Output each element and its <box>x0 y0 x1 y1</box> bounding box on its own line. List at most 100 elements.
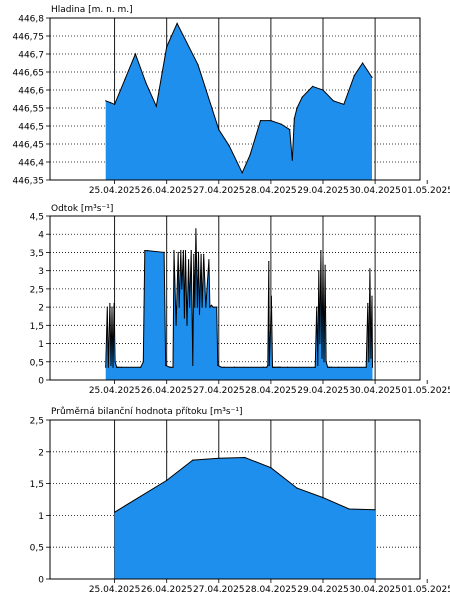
series-line <box>105 228 373 368</box>
data-point <box>314 366 316 368</box>
data-point <box>367 302 369 305</box>
data-point <box>208 259 210 261</box>
y-tick-label: 1,5 <box>30 480 44 490</box>
data-point <box>268 364 270 366</box>
data-point <box>200 253 202 255</box>
data-point <box>118 366 120 368</box>
y-tick-label: 446,65 <box>13 69 45 79</box>
data-point <box>117 366 119 368</box>
plot-frame <box>49 215 421 381</box>
y-tick-label: 446,6 <box>18 87 44 97</box>
chart-panel-3: 0 0,5 1 1,5 2 2,5 25.04.2025 26.04.2025 27.04.20… <box>30 406 450 595</box>
data-point <box>291 159 293 161</box>
data-point <box>330 366 332 368</box>
plot-frame <box>49 419 421 580</box>
y-tick-label: 446,7 <box>18 51 44 61</box>
data-point <box>192 364 194 366</box>
data-point <box>192 459 194 461</box>
data-point <box>217 364 219 366</box>
data-point <box>318 270 320 272</box>
series-area <box>105 228 373 380</box>
x-tick-label: 25.04.2025 <box>89 186 141 196</box>
chart-title: Průměrná bilanční hodnota přítoku [m³s⁻¹… <box>51 406 242 417</box>
data-point <box>316 306 318 308</box>
y-tick-label: 0,5 <box>30 358 44 368</box>
data-point <box>198 313 201 315</box>
data-point <box>110 364 112 366</box>
data-point <box>371 295 373 297</box>
y-tick-label: 2 <box>38 304 44 314</box>
x-tick-label: 28.04.2025 <box>245 186 297 196</box>
data-point <box>116 366 118 368</box>
data-point <box>328 366 330 368</box>
y-tick-label: 446,55 <box>13 105 45 115</box>
y-tick-label: 3 <box>38 267 44 277</box>
y-tick-label: 446,5 <box>18 123 44 133</box>
data-point <box>275 366 277 368</box>
data-point <box>323 361 325 363</box>
y-tick-label: 4,5 <box>30 213 44 223</box>
data-point <box>105 366 107 368</box>
data-point <box>370 357 372 359</box>
y-tick-label: 2 <box>38 448 44 458</box>
data-point <box>163 251 165 253</box>
data-point <box>280 123 282 125</box>
y-tick-label: 2,5 <box>30 417 44 427</box>
series-line <box>114 456 376 513</box>
data-point <box>124 78 126 80</box>
x-tick-label: 30.04.2025 <box>349 186 401 196</box>
y-tick-label: 1 <box>38 512 44 522</box>
data-point <box>353 75 355 77</box>
y-tick-label: 3,5 <box>30 249 44 259</box>
y-tick-label: 0 <box>38 576 44 586</box>
data-point <box>177 251 179 253</box>
data-point <box>266 366 268 368</box>
data-point <box>317 364 319 366</box>
data-point <box>324 264 326 266</box>
data-point <box>348 508 350 510</box>
data-point <box>270 120 272 122</box>
x-tick-label: 27.04.2025 <box>193 585 245 595</box>
y-tick-label: 1,5 <box>30 322 44 332</box>
x-tick-label: 26.04.2025 <box>141 585 193 595</box>
data-point <box>293 118 295 120</box>
data-point <box>184 250 187 252</box>
data-point <box>210 304 213 306</box>
data-point <box>109 302 111 305</box>
data-point <box>223 366 225 368</box>
data-point <box>277 366 279 368</box>
data-point <box>105 100 107 102</box>
data-point <box>193 253 195 255</box>
data-point <box>322 257 324 259</box>
series-area <box>114 457 376 579</box>
data-point <box>338 366 340 368</box>
data-point <box>195 228 197 230</box>
data-point <box>114 361 116 363</box>
data-point <box>146 250 148 252</box>
data-point <box>169 366 171 368</box>
data-point <box>165 364 167 366</box>
data-point <box>279 366 281 368</box>
data-point <box>112 366 114 368</box>
data-point <box>343 103 345 105</box>
data-point <box>197 251 200 253</box>
data-point <box>325 361 327 363</box>
y-tick-label: 446,35 <box>13 177 45 187</box>
data-point <box>170 366 172 368</box>
data-point <box>228 145 230 147</box>
data-point <box>194 306 196 308</box>
data-point <box>269 332 271 334</box>
data-point <box>312 85 314 87</box>
data-point <box>332 100 334 102</box>
data-point <box>267 364 269 366</box>
y-tick-label: 446,4 <box>18 159 44 169</box>
x-tick-label: 25.04.2025 <box>89 386 141 396</box>
data-point <box>120 366 122 368</box>
data-point <box>259 120 262 122</box>
chart-panel-2: 0 0,5 1 1,5 2 2,5 3 3,5 4 4,5 25.04.2025 26.04.2025… <box>30 204 450 396</box>
data-point <box>273 366 276 368</box>
y-tick-label: 446,75 <box>13 33 45 43</box>
x-tick-label: 29.04.2025 <box>297 585 349 595</box>
data-point <box>270 467 272 469</box>
data-point <box>145 82 147 84</box>
